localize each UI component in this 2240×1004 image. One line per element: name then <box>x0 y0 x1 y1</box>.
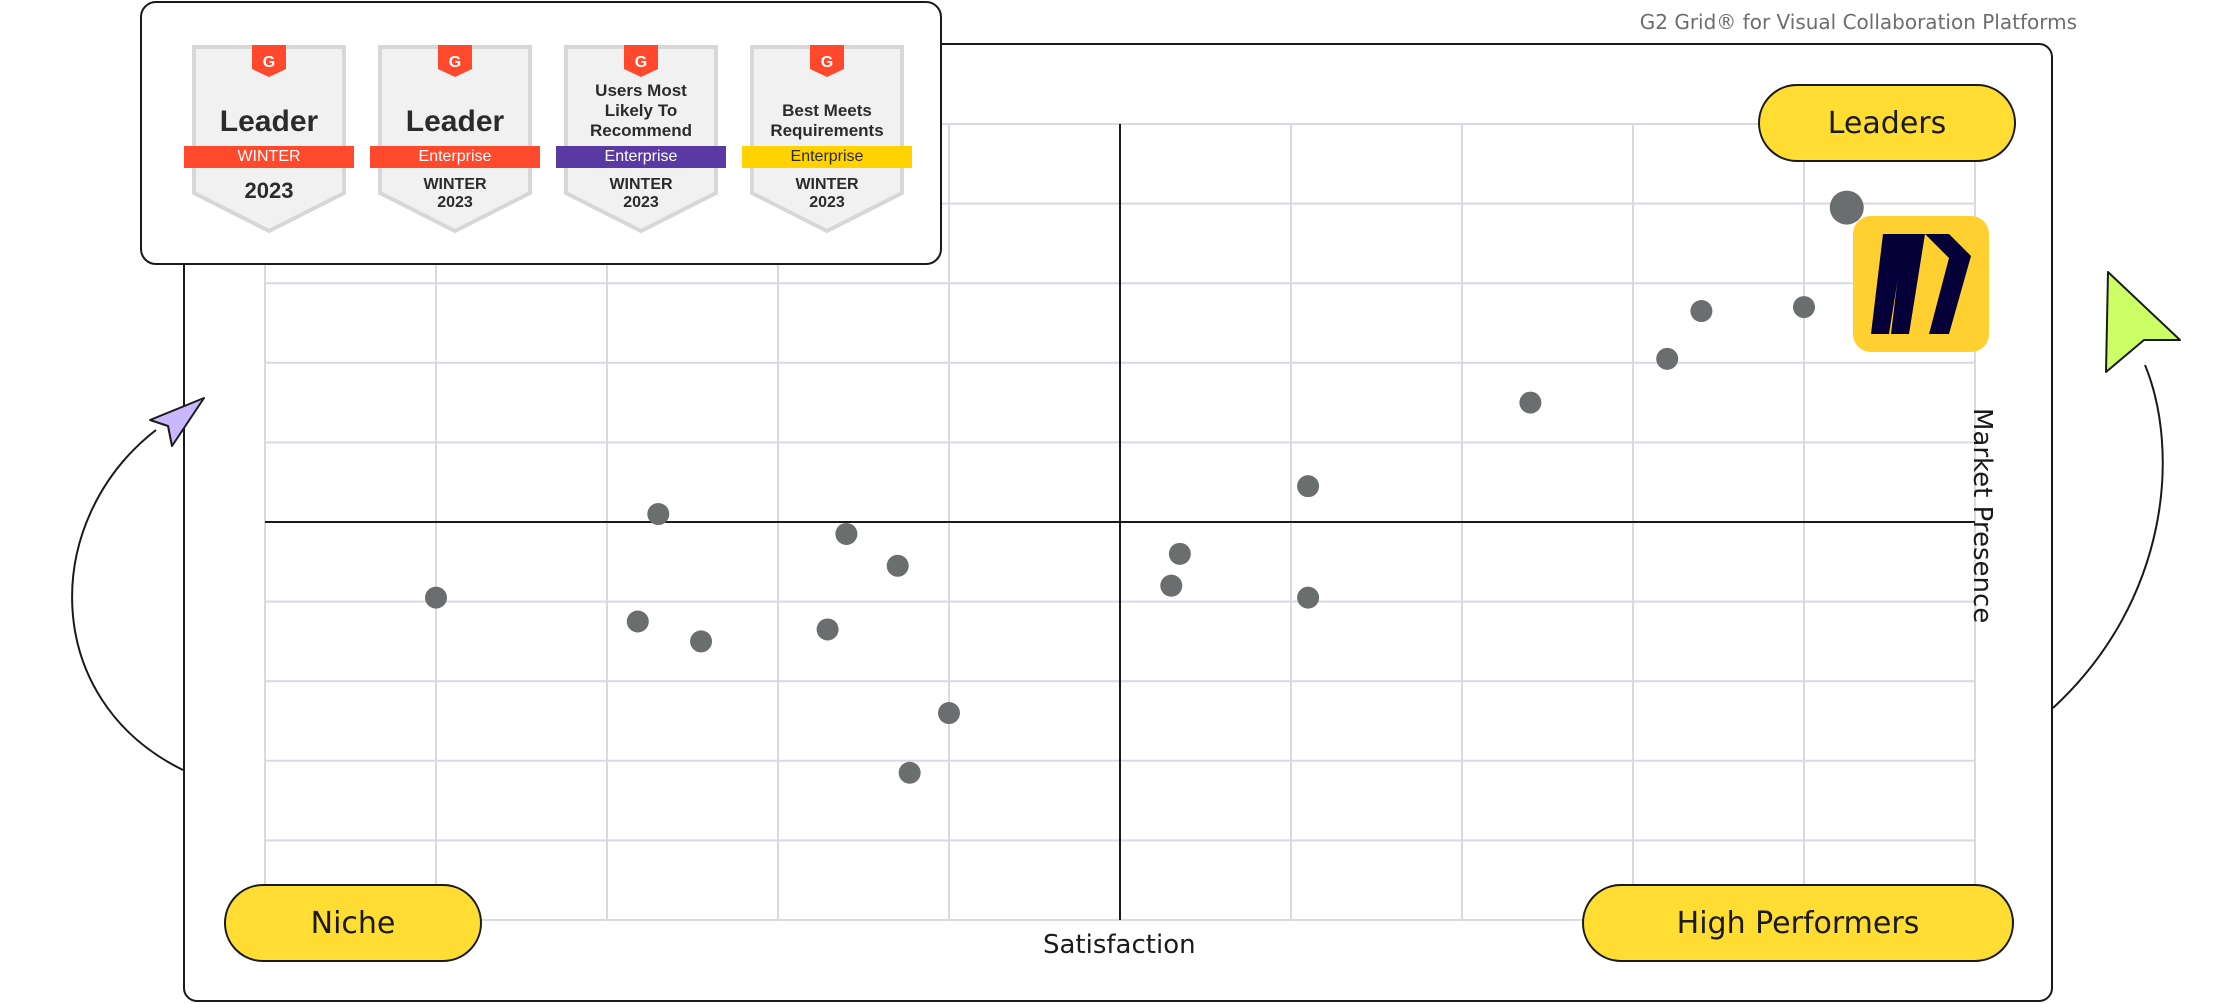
badge-year: 2023 <box>623 194 659 211</box>
badge-season: 2023 <box>244 178 294 203</box>
data-point <box>938 702 960 725</box>
data-point <box>1297 475 1320 498</box>
data-point <box>816 618 839 641</box>
badge-season: WINTER <box>609 176 673 193</box>
data-point <box>1793 296 1815 319</box>
badge-leader-enterprise: G Leader Enterprise WINTER 2023 <box>370 43 540 233</box>
svg-text:G: G <box>263 54 275 71</box>
data-point <box>1168 542 1191 565</box>
badge-leader-winter: G Leader WINTER 2023 <box>184 43 354 233</box>
miro-logo-icon <box>1853 216 1989 352</box>
chart-caption: G2 Grid® for Visual Collaboration Platfo… <box>1639 10 2077 34</box>
badge-ribbon: WINTER <box>184 146 354 168</box>
badge-title: Leader <box>405 105 505 138</box>
data-point <box>1160 574 1183 597</box>
y-axis-label: Market Presence <box>1967 408 1997 624</box>
data-point <box>1519 391 1542 414</box>
x-axis-label: Satisfaction <box>1043 930 1196 960</box>
badge-title: Leader <box>219 105 319 138</box>
badge-year: 2023 <box>437 194 473 211</box>
data-point <box>1656 347 1679 370</box>
svg-text:G: G <box>449 54 461 71</box>
data-point <box>1690 300 1713 323</box>
badge-year: 2023 <box>809 194 845 211</box>
badge-ribbon: Enterprise <box>556 146 726 168</box>
data-point <box>425 586 447 609</box>
data-point <box>647 503 670 526</box>
badge-season: WINTER <box>795 176 859 193</box>
data-point-highlight <box>1829 190 1864 225</box>
quadrant-label-high-performers: High Performers <box>1582 884 2014 962</box>
badge-season: WINTER <box>423 176 487 193</box>
quadrant-label-niche: Niche <box>224 884 482 962</box>
data-point <box>835 522 858 545</box>
badge-title: Best Meets Requirements <box>770 101 884 140</box>
data-point <box>898 761 921 784</box>
badge-users-most-likely: G Users Most Likely To Recommend Enterpr… <box>556 43 726 233</box>
badge-title: Users Most Likely To Recommend <box>589 81 693 140</box>
data-point <box>626 610 649 633</box>
badge-ribbon: Enterprise <box>370 146 540 168</box>
awards-panel: G Leader WINTER 2023 G Leader Enterprise… <box>140 1 942 265</box>
quadrant-label-leaders: Leaders <box>1758 84 2016 162</box>
data-point <box>1297 586 1320 609</box>
svg-text:G: G <box>821 54 833 71</box>
data-point <box>690 630 713 653</box>
badge-best-meets-requirements: G Best Meets Requirements Enterprise WIN… <box>742 43 912 233</box>
data-point <box>886 554 909 577</box>
badge-ribbon: Enterprise <box>742 146 912 168</box>
svg-text:G: G <box>635 54 647 71</box>
